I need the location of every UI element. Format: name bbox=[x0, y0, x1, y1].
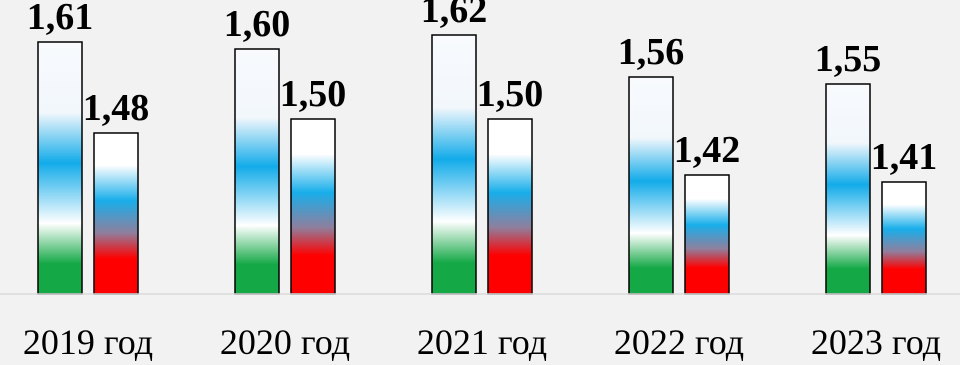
bar-2019-год-series-1 bbox=[37, 41, 83, 295]
bar-2023-год-series-2 bbox=[881, 181, 927, 295]
bar-2023-год-series-1 bbox=[825, 83, 871, 295]
data-label-2023-год-series-2: 1,41 bbox=[871, 136, 938, 178]
data-label-2023-год-series-1: 1,55 bbox=[815, 38, 882, 80]
data-label-2022-год-series-1: 1,56 bbox=[618, 31, 685, 73]
data-label-2021-год-series-2: 1,50 bbox=[477, 73, 544, 115]
bar-2019-год-series-2 bbox=[93, 132, 139, 295]
data-label-2021-год-series-1: 1,62 bbox=[421, 0, 488, 31]
bar-2020-год-series-1 bbox=[234, 48, 280, 295]
data-label-2020-год-series-2: 1,50 bbox=[280, 73, 347, 115]
category-label-2019-год: 2019 год bbox=[23, 322, 153, 362]
category-label-2023-год: 2023 год bbox=[811, 322, 941, 362]
bars-group bbox=[37, 34, 927, 295]
category-label-2020-год: 2020 год bbox=[220, 322, 350, 362]
bar-2020-год-series-2 bbox=[290, 118, 336, 295]
data-label-2020-год-series-1: 1,60 bbox=[224, 3, 291, 45]
category-label-2022-год: 2022 год bbox=[614, 322, 744, 362]
data-label-2019-год-series-1: 1,61 bbox=[27, 0, 94, 38]
bar-2021-год-series-2 bbox=[487, 118, 533, 295]
data-label-2022-год-series-2: 1,42 bbox=[674, 129, 741, 171]
category-label-2021-год: 2021 год bbox=[417, 322, 547, 362]
data-label-2019-год-series-2: 1,48 bbox=[83, 87, 150, 129]
labels-group: 1,61 1,48 2019 год 1,60 1,50 2020 год 1,62 1,50… bbox=[23, 0, 941, 362]
bar-2022-год-series-1 bbox=[628, 76, 674, 295]
bar-2022-год-series-2 bbox=[684, 174, 730, 295]
bar-2021-год-series-1 bbox=[431, 34, 477, 295]
